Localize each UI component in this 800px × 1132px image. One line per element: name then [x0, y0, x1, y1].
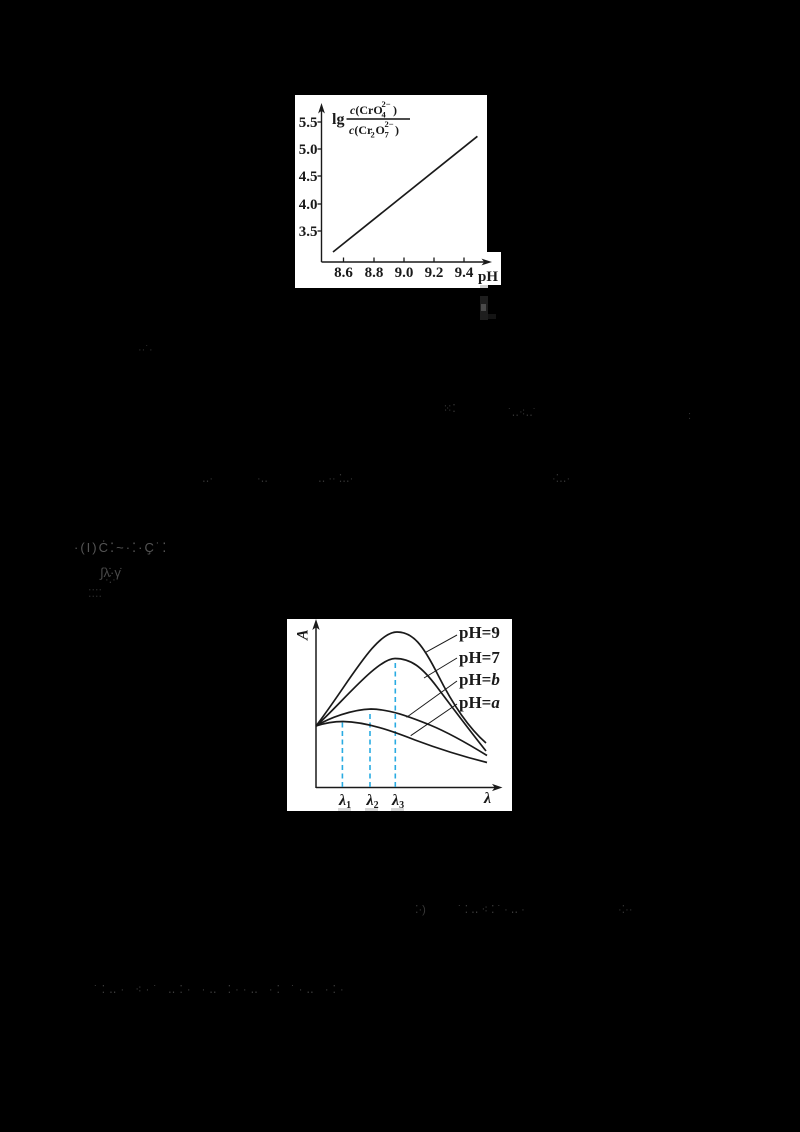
svg-text:4.0: 4.0 — [299, 197, 318, 213]
svg-text:c(CrO: c(CrO — [350, 103, 383, 117]
svg-text:c(Cr: c(Cr — [349, 123, 373, 137]
svg-text:O: O — [376, 123, 385, 137]
svg-text:4: 4 — [382, 110, 387, 120]
svg-text:2−: 2− — [382, 99, 391, 109]
svg-text:4.5: 4.5 — [299, 169, 318, 185]
svg-text:pH: pH — [478, 269, 498, 285]
svg-text:9.2: 9.2 — [425, 265, 444, 281]
svg-text:7: 7 — [385, 130, 390, 140]
svg-text:pH=9: pH=9 — [459, 623, 500, 642]
svg-text:A: A — [295, 629, 312, 641]
svg-text:5.0: 5.0 — [299, 142, 318, 158]
svg-text:9.0: 9.0 — [395, 265, 414, 281]
svg-text:8.6: 8.6 — [334, 265, 353, 281]
svg-text:2−: 2− — [385, 119, 394, 129]
svg-text:2: 2 — [371, 130, 375, 140]
svg-text:pH=a: pH=a — [459, 693, 500, 712]
svg-text:lg: lg — [332, 111, 344, 128]
svg-text:5.5: 5.5 — [299, 115, 318, 131]
svg-text:): ) — [393, 103, 397, 117]
svg-text:3.5: 3.5 — [299, 224, 318, 240]
svg-text:pH=7: pH=7 — [459, 648, 500, 667]
svg-text:8.8: 8.8 — [365, 265, 384, 281]
svg-text:pH=b: pH=b — [459, 670, 500, 689]
svg-text:λ: λ — [483, 790, 491, 807]
svg-text:): ) — [395, 123, 399, 137]
svg-text:9.4: 9.4 — [455, 265, 474, 281]
